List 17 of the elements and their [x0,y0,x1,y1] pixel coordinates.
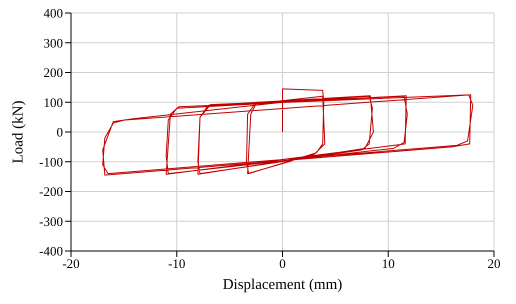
y-tick-label: 100 [44,94,63,110]
y-tick-label: 400 [44,6,63,21]
x-tick-label: -10 [168,256,186,272]
x-tick-label: -20 [62,256,80,272]
y-tick-label: -100 [39,154,63,170]
y-tick-label: -300 [39,214,63,229]
x-axis-title: Displacement (mm) [222,277,342,293]
y-tick-label: 300 [44,35,63,50]
y-tick-label: 0 [56,124,63,140]
y-axis-title: Load (kN) [10,100,26,164]
y-tick-label: -200 [39,184,63,200]
line-series [102,88,474,176]
y-tick-label: 200 [44,65,63,80]
x-tick-label: 20 [488,256,500,272]
x-tick-label: 0 [279,256,286,272]
y-tick-label: -400 [39,244,63,259]
x-tick-label: 10 [382,256,395,272]
